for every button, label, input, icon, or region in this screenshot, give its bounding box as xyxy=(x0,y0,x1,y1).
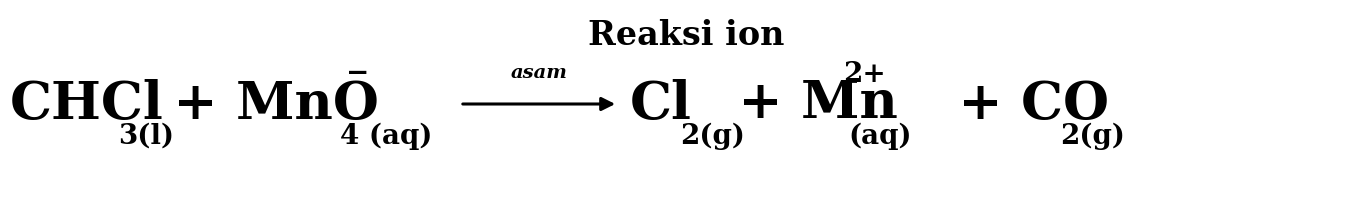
Text: + CO: + CO xyxy=(940,79,1109,130)
Text: Cl: Cl xyxy=(630,79,691,130)
Text: asam: asam xyxy=(510,64,568,82)
Text: 2+: 2+ xyxy=(842,61,886,88)
Text: 4 (aq): 4 (aq) xyxy=(340,122,432,150)
Text: Reaksi ion: Reaksi ion xyxy=(587,19,785,52)
Text: 2(g): 2(g) xyxy=(1061,122,1125,150)
Text: −: − xyxy=(346,61,369,88)
Text: (aq): (aq) xyxy=(848,122,911,150)
Text: 3(l): 3(l) xyxy=(118,122,174,150)
Text: CHCl: CHCl xyxy=(10,79,163,130)
Text: 2(g): 2(g) xyxy=(681,122,745,150)
Text: + MnO: + MnO xyxy=(155,79,379,130)
Text: + Mn: + Mn xyxy=(720,79,897,130)
